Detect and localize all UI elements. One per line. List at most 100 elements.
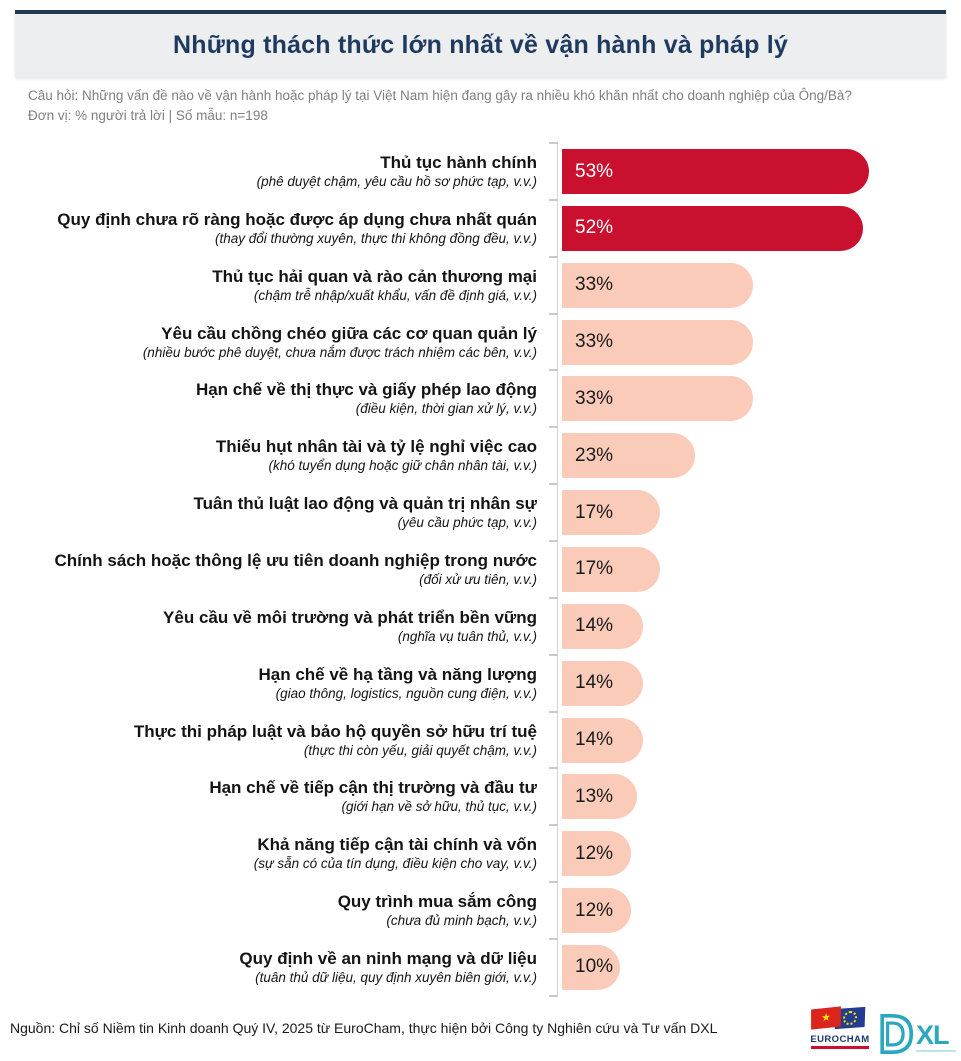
category-label-block: Quy trình mua sắm công (chưa đủ minh bạch… (0, 891, 537, 930)
category-label: Hạn chế về hạ tầng và năng lượng (258, 664, 537, 684)
category-label: Tuân thủ luật lao động và quản trị nhân … (193, 494, 538, 514)
bar-zone: 23% (562, 433, 961, 479)
axis-tick (549, 596, 558, 599)
eurocham-wordmark: EUROCHAM (810, 1034, 870, 1045)
axis-tick (549, 881, 558, 884)
category-label-block: Thủ tục hành chính (phê duyệt chậm, yêu c… (0, 152, 537, 191)
bar-value-label: 52% (575, 217, 614, 239)
category-sublabel: (chậm trễ nhập/xuất khẩu, vấn đề định gi… (253, 287, 537, 303)
category-sublabel: (sự sẵn có của tín dụng, điều kiện cho v… (253, 856, 537, 872)
bar: 14% (562, 717, 644, 763)
bar: 14% (562, 660, 644, 706)
bar-zone: 14% (562, 603, 961, 649)
bar-zone: 12% (562, 888, 961, 934)
category-label-block: Quy định chưa rõ ràng hoặc được áp dụng … (0, 209, 537, 248)
category-label: Quy định về an ninh mạng và dữ liệu (239, 948, 537, 968)
bar-zone: 13% (562, 774, 961, 820)
bar-zone: 10% (562, 944, 961, 990)
bar-zone: 17% (562, 490, 961, 536)
chart-row: Thực thi pháp luật và bảo hộ quyền sở hữ… (0, 712, 961, 769)
chart-row: Quy định chưa rõ ràng hoặc được áp dụng … (0, 200, 961, 257)
chart-row: Hạn chế về thị thực và giấy phép lao độn… (0, 370, 961, 427)
axis-tick (549, 767, 558, 770)
source-note: Nguồn: Chỉ số Niềm tin Kinh doanh Quý IV… (10, 1020, 718, 1036)
category-label-block: Yêu cầu về môi trường và phát triển bền … (0, 607, 537, 646)
category-label: Yêu cầu về môi trường và phát triển bền … (163, 607, 537, 627)
category-sublabel: (điều kiện, thời gian xử lý, v.v.) (355, 401, 537, 417)
chart-row: Hạn chế về tiếp cận thị trường và đầu tư… (0, 768, 961, 825)
category-sublabel: (giao thông, logistics, nguồn cung điện,… (275, 685, 537, 701)
dxl-tagline-strip (916, 1050, 956, 1052)
chart-row: Khả năng tiếp cận tài chính và vốn (sự sẵ… (0, 825, 961, 882)
category-label-block: Hạn chế về tiếp cận thị trường và đầu tư… (0, 777, 537, 816)
bar-chart: Thủ tục hành chính (phê duyệt chậm, yêu c… (0, 142, 961, 997)
bar-zone: 33% (562, 376, 961, 422)
bar-value-label: 13% (575, 785, 614, 807)
category-label: Yêu cầu chồng chéo giữa các cơ quan quản… (161, 323, 537, 343)
bar: 17% (562, 490, 661, 536)
category-label: Quy trình mua sắm công (337, 892, 537, 912)
axis-tick (549, 255, 558, 258)
bar-zone: 53% (562, 149, 961, 194)
eurocham-tagline-strip (811, 1046, 869, 1049)
eurocham-flags-icon: ★ (811, 1006, 869, 1032)
bar-value-label: 12% (575, 899, 614, 921)
chart-row: Yêu cầu về môi trường và phát triển bền … (0, 598, 961, 655)
axis-tick (549, 824, 558, 827)
chart-row: Tuân thủ luật lao động và quản trị nhân … (0, 484, 961, 541)
category-sublabel: (đối xử ưu tiên, v.v.) (419, 571, 537, 587)
category-label-block: Tuân thủ luật lao động và quản trị nhân … (0, 493, 538, 532)
category-sublabel: (nhiều bước phê duyệt, chưa nắm được trá… (142, 344, 537, 360)
category-label-block: Hạn chế về hạ tầng và năng lượng (giao th… (0, 664, 537, 703)
bar: 23% (562, 433, 696, 479)
chart-row: Hạn chế về hạ tầng và năng lượng (giao th… (0, 655, 961, 712)
bar-zone: 14% (562, 717, 961, 763)
category-label: Chính sách hoặc thông lệ ưu tiên doanh n… (54, 550, 537, 570)
bar: 52% (562, 205, 864, 251)
bar-value-label: 17% (575, 558, 614, 580)
category-label: Quy định chưa rõ ràng hoặc được áp dụng … (57, 209, 537, 229)
bar-zone: 14% (562, 660, 961, 706)
axis-tick (549, 653, 558, 656)
category-sublabel: (nghĩa vụ tuân thủ, v.v.) (397, 628, 537, 644)
category-label: Thủ tục hành chính (380, 153, 537, 172)
category-label-block: Khả năng tiếp cận tài chính và vốn (sự sẵ… (0, 834, 537, 873)
bar-zone: 33% (562, 319, 961, 365)
dxl-logo: XL (874, 1008, 956, 1058)
chart-title-card: Những thách thức lớn nhất về vận hành và… (15, 10, 946, 77)
category-sublabel: (khó tuyển dụng hoặc giữ chân nhân tài, … (268, 458, 537, 474)
bar: 12% (562, 888, 632, 934)
bar: 14% (562, 603, 644, 649)
dxl-xl-wordmark: XL (916, 1020, 950, 1050)
page-title: Những thách thức lớn nhất về vận hành và… (172, 31, 789, 59)
bar-value-label: 33% (575, 387, 614, 409)
dxl-d-icon (880, 1014, 914, 1054)
bar: 10% (562, 944, 620, 990)
axis-tick (549, 710, 558, 713)
bar-value-label: 23% (575, 444, 614, 466)
axis-tick (549, 142, 558, 144)
bar: 13% (562, 774, 638, 820)
chart-row: Quy định về an ninh mạng và dữ liệu (tuân… (0, 939, 961, 996)
category-label: Thủ tục hải quan và rào cản thương mại (212, 266, 537, 286)
category-label-block: Thực thi pháp luật và bảo hộ quyền sở hữ… (0, 721, 537, 760)
category-label: Thực thi pháp luật và bảo hộ quyền sở hữ… (133, 721, 537, 741)
chart-row: Quy trình mua sắm công (chưa đủ minh bạch… (0, 882, 961, 939)
bar-zone: 17% (562, 546, 961, 592)
category-label-block: Quy định về an ninh mạng và dữ liệu (tuân… (0, 948, 537, 987)
chart-meta: Câu hỏi: Những vấn đề nào về vận hành ho… (28, 86, 943, 126)
survey-question: Câu hỏi: Những vấn đề nào về vận hành ho… (28, 88, 852, 103)
category-label: Hạn chế về tiếp cận thị trường và đầu tư (209, 778, 537, 798)
axis-tick (549, 369, 558, 372)
bar-value-label: 17% (575, 501, 614, 523)
category-sublabel: (thực thi còn yếu, giải quyết chậm, v.v.… (303, 742, 537, 758)
bar: 12% (562, 831, 632, 877)
bar: 33% (562, 376, 754, 422)
axis-tick (549, 312, 558, 315)
axis-tick (549, 937, 558, 940)
category-label-block: Thủ tục hải quan và rào cản thương mại (c… (0, 266, 537, 305)
bar-zone: 12% (562, 831, 961, 877)
chart-row: Yêu cầu chồng chéo giữa các cơ quan quản… (0, 314, 961, 371)
category-sublabel: (phê duyệt chậm, yêu cầu hồ sơ phức tạp,… (256, 174, 537, 189)
